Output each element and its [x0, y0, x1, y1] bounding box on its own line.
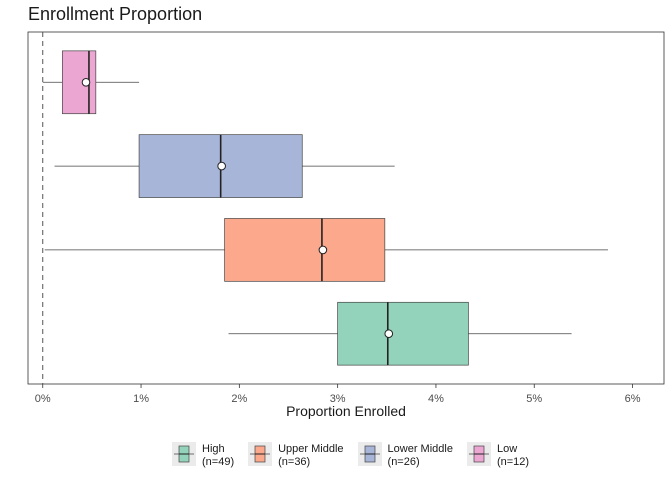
legend-label: High (n=49) — [202, 442, 234, 469]
x-tick-label: 5% — [526, 393, 542, 405]
x-tick-label: 3% — [330, 393, 346, 405]
iqr-box — [224, 218, 386, 282]
legend-series-name: Upper Middle — [278, 443, 344, 455]
x-tick-label: 0% — [35, 393, 51, 405]
legend-series-name: High — [202, 443, 225, 455]
x-tick-label: 2% — [231, 393, 247, 405]
iqr-box — [62, 50, 97, 115]
mean-point — [318, 245, 328, 255]
legend-series-name: Low — [496, 443, 518, 455]
box-low — [42, 50, 140, 115]
chart-marks — [42, 32, 608, 384]
legend-key — [248, 442, 273, 466]
box-upper-middle — [44, 218, 608, 282]
mean-point — [81, 77, 91, 87]
legend-item-low: Low (n=12) — [466, 442, 529, 469]
x-axis: 0% 1% 2% 3% 4% 5% 6% — [35, 384, 641, 405]
box-lower-middle — [54, 134, 395, 198]
legend-item-upper-middle: Upper Middle (n=36) — [248, 442, 344, 469]
x-axis-title: Proportion Enrolled — [286, 403, 406, 419]
legend-key — [172, 442, 196, 466]
x-tick-label: 4% — [428, 393, 444, 405]
legend-key — [466, 442, 491, 466]
x-tick-label: 6% — [625, 393, 641, 405]
legend: High (n=49) Upper Middle (n=36) Lower Middle… — [172, 442, 529, 469]
legend-item-lower-middle: Lower Middle (n=26) — [357, 442, 453, 469]
iqr-box — [337, 301, 469, 366]
mean-point — [217, 161, 226, 171]
legend-series-count: (n=12) — [496, 456, 530, 468]
legend-series-count: (n=49) — [202, 456, 235, 468]
legend-label: Low (n=12) — [497, 442, 529, 469]
legend-series-name: Lower Middle — [387, 443, 453, 455]
legend-item-high: High (n=49) — [172, 442, 234, 469]
boxplot-chart: 0% 1% 2% 3% 4% 5% 6% Proportion Enrolled — [27, 31, 665, 419]
x-tick-label: 1% — [133, 393, 149, 405]
mean-point — [384, 329, 394, 339]
chart-title: Enrollment Proportion — [28, 4, 203, 24]
legend-series-count: (n=26) — [387, 456, 420, 468]
legend-label: Lower Middle (n=26) — [388, 442, 453, 469]
legend-key — [357, 442, 382, 466]
box-high — [228, 301, 572, 366]
legend-label: Upper Middle (n=36) — [278, 442, 343, 469]
legend-series-count: (n=36) — [278, 456, 311, 468]
